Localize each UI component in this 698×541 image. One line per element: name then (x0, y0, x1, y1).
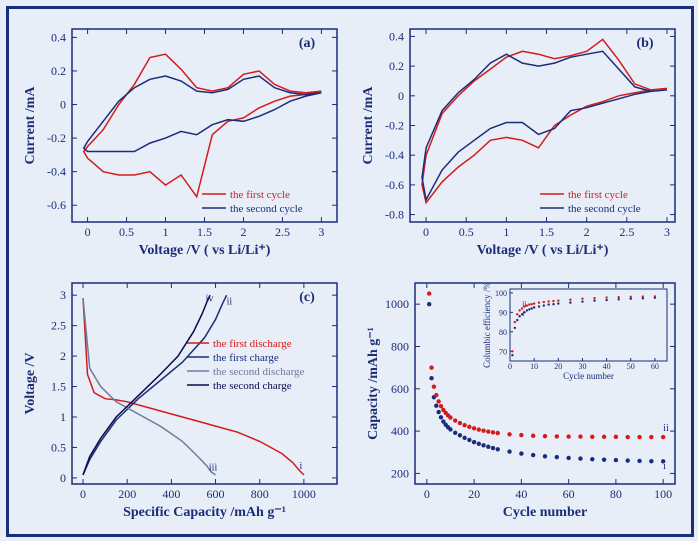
chart-b: 0 0.5 1 1.5 2 2.5 3 -0.8 -0.6 -0.4 -0.2 0 0.2 0.4 Volt… (355, 17, 685, 265)
panel-b: 0 0.5 1 1.5 2 2.5 3 -0.8 -0.6 -0.4 -0.2 0 0.2 0.4 Volt… (355, 17, 685, 265)
svg-text:the first discharge: the first discharge (213, 338, 292, 350)
svg-text:0.5: 0.5 (51, 440, 66, 454)
svg-text:20: 20 (468, 487, 480, 501)
svg-text:-0.2: -0.2 (47, 131, 66, 145)
svg-text:80: 80 (610, 487, 622, 501)
svg-text:Columbic efficiency /%: Columbic efficiency /% (482, 282, 492, 368)
svg-text:0: 0 (508, 362, 512, 371)
svg-text:Cycle number: Cycle number (503, 505, 587, 520)
svg-text:the second cycle: the second cycle (230, 203, 303, 215)
svg-text:iii: iii (209, 463, 218, 474)
svg-text:400: 400 (162, 487, 180, 501)
svg-text:1.5: 1.5 (539, 225, 554, 239)
svg-text:80: 80 (499, 328, 507, 337)
svg-text:1.5: 1.5 (51, 380, 66, 394)
svg-text:Voltage /V ( vs Li/Li⁺): Voltage /V ( vs Li/Li⁺) (477, 243, 609, 258)
svg-text:0: 0 (80, 487, 86, 501)
svg-text:ii: ii (522, 300, 527, 309)
svg-text:1.5: 1.5 (197, 225, 212, 239)
svg-text:Voltage /V ( vs Li/Li⁺): Voltage /V ( vs Li/Li⁺) (139, 243, 271, 258)
svg-text:Cycle number: Cycle number (563, 371, 614, 381)
svg-text:2: 2 (240, 225, 246, 239)
svg-text:200: 200 (118, 487, 136, 501)
svg-text:Current /mA: Current /mA (23, 86, 38, 165)
chart-c: 0 200 400 600 800 1000 0 0.5 1 1.5 2 2.5 3 Specific C… (17, 271, 347, 527)
panel-a: 0 0.5 1 1.5 2 2.5 3 -0.6 -0.4 -0.2 0 0.2 0.4 Voltage … (17, 17, 347, 265)
svg-text:Current /mA: Current /mA (361, 86, 376, 165)
svg-text:1: 1 (503, 225, 509, 239)
svg-text:the second discharge: the second discharge (213, 366, 305, 378)
svg-text:(c): (c) (299, 290, 315, 305)
svg-text:the second cycle: the second cycle (568, 203, 641, 215)
svg-text:2.5: 2.5 (275, 225, 290, 239)
svg-text:400: 400 (391, 424, 409, 438)
svg-text:0: 0 (60, 98, 66, 112)
svg-text:90: 90 (499, 308, 507, 317)
svg-text:0.5: 0.5 (119, 225, 134, 239)
svg-text:50: 50 (627, 362, 635, 371)
svg-text:200: 200 (391, 466, 409, 480)
svg-text:1: 1 (60, 410, 66, 424)
svg-text:10: 10 (530, 362, 538, 371)
svg-text:0: 0 (398, 89, 404, 103)
svg-text:3: 3 (60, 288, 66, 302)
svg-text:40: 40 (603, 362, 611, 371)
svg-text:100: 100 (654, 487, 672, 501)
chart-a: 0 0.5 1 1.5 2 2.5 3 -0.6 -0.4 -0.2 0 0.2 0.4 Voltage … (17, 17, 347, 265)
svg-text:the first charge: the first charge (213, 352, 279, 364)
svg-text:100: 100 (495, 289, 507, 298)
svg-text:-0.4: -0.4 (47, 165, 66, 179)
svg-text:i: i (299, 461, 302, 472)
svg-text:ii: ii (663, 423, 669, 434)
svg-text:60: 60 (563, 487, 575, 501)
svg-text:the first cycle: the first cycle (230, 189, 290, 201)
svg-text:60: 60 (651, 362, 659, 371)
svg-text:0.2: 0.2 (389, 59, 404, 73)
svg-text:2.5: 2.5 (619, 225, 634, 239)
svg-text:40: 40 (515, 487, 527, 501)
svg-text:-0.6: -0.6 (47, 198, 66, 212)
svg-text:20: 20 (554, 362, 562, 371)
svg-text:2: 2 (584, 225, 590, 239)
svg-text:800: 800 (391, 339, 409, 353)
svg-text:0.2: 0.2 (51, 64, 66, 78)
svg-text:0: 0 (423, 225, 429, 239)
panel-d: 0204060801002004006008001000Cycle number… (355, 271, 685, 527)
svg-text:the first cycle: the first cycle (568, 189, 628, 201)
svg-text:(a): (a) (299, 36, 316, 51)
svg-text:Voltage /V: Voltage /V (23, 352, 38, 414)
svg-text:iv: iv (206, 293, 214, 304)
svg-text:(b): (b) (636, 36, 653, 51)
svg-text:0.4: 0.4 (389, 29, 404, 43)
svg-text:0.5: 0.5 (459, 225, 474, 239)
svg-text:-0.4: -0.4 (385, 148, 404, 162)
svg-text:i: i (663, 461, 666, 472)
panel-c: 0 200 400 600 800 1000 0 0.5 1 1.5 2 2.5 3 Specific C… (17, 271, 347, 527)
svg-text:0.4: 0.4 (51, 30, 66, 44)
svg-text:2: 2 (60, 349, 66, 363)
svg-text:600: 600 (207, 487, 225, 501)
svg-text:600: 600 (391, 382, 409, 396)
svg-text:3: 3 (664, 225, 670, 239)
svg-text:-0.8: -0.8 (385, 208, 404, 222)
svg-text:1: 1 (163, 225, 169, 239)
svg-text:the second charge: the second charge (213, 380, 292, 392)
svg-text:30: 30 (578, 362, 586, 371)
svg-text:Specific Capacity /mAh g⁻¹: Specific Capacity /mAh g⁻¹ (123, 505, 286, 520)
svg-text:0: 0 (85, 225, 91, 239)
svg-text:1000: 1000 (385, 297, 409, 311)
svg-text:800: 800 (251, 487, 269, 501)
svg-text:3: 3 (318, 225, 324, 239)
chart-d: 0204060801002004006008001000Cycle number… (355, 271, 685, 527)
svg-text:-0.6: -0.6 (385, 178, 404, 192)
svg-text:2.5: 2.5 (51, 319, 66, 333)
svg-text:1000: 1000 (292, 487, 316, 501)
svg-text:0: 0 (424, 487, 430, 501)
svg-text:0: 0 (60, 471, 66, 485)
svg-text:Capacity /mAh g⁻¹: Capacity /mAh g⁻¹ (366, 327, 381, 440)
svg-text:-0.2: -0.2 (385, 119, 404, 133)
figure-frame: 0 0.5 1 1.5 2 2.5 3 -0.6 -0.4 -0.2 0 0.2 0.4 Voltage … (6, 6, 694, 537)
svg-text:ii: ii (227, 296, 233, 307)
svg-text:70: 70 (499, 347, 507, 356)
